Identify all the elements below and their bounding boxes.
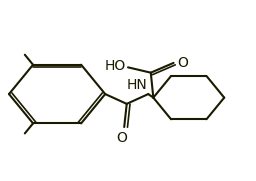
Text: O: O [177, 56, 188, 70]
Text: HN: HN [126, 78, 147, 92]
Text: HO: HO [104, 58, 125, 73]
Text: O: O [116, 131, 127, 145]
